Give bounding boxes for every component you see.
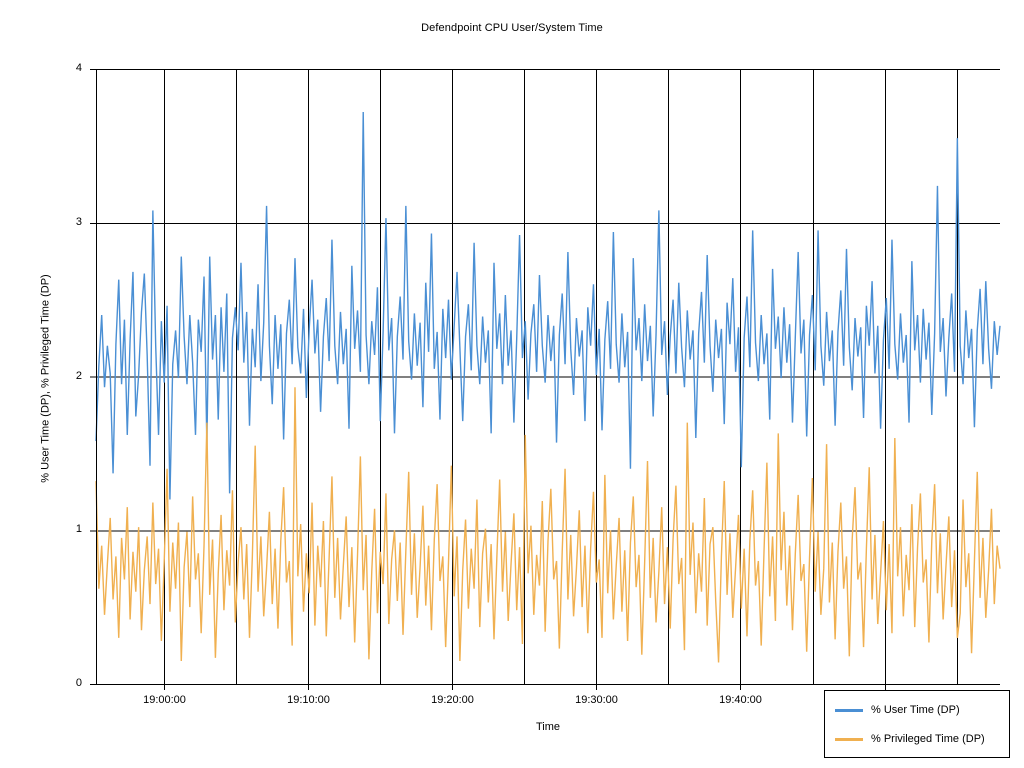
series-lines xyxy=(95,112,1001,663)
legend-item-privileged-time[interactable]: % Privileged Time (DP) xyxy=(835,731,985,747)
y-tick-label: 1 xyxy=(75,523,82,536)
y-tick-label: 3 xyxy=(75,215,82,228)
series-line-user-time xyxy=(95,112,1001,500)
legend-label-privileged-time: % Privileged Time (DP) xyxy=(871,732,985,745)
axis-lines xyxy=(96,69,1000,685)
x-tick-label: 19:00:00 xyxy=(143,694,186,706)
x-tick-label: 19:10:00 xyxy=(287,694,330,706)
tick-marks xyxy=(90,69,886,690)
y-tick-label: 0 xyxy=(75,677,82,689)
legend-swatch-user-time xyxy=(835,708,863,712)
chart-title: Defendpoint CPU User/System Time xyxy=(421,22,603,34)
x-axis-title: Time xyxy=(535,721,561,733)
chart-legend: % User Time (DP) % Privileged Time (DP) xyxy=(824,690,1010,758)
legend-label-user-time: % User Time (DP) xyxy=(871,703,960,716)
series-line-privileged-time xyxy=(95,387,1001,663)
legend-swatch-privileged-time xyxy=(835,737,863,741)
legend-item-user-time[interactable]: % User Time (DP) xyxy=(835,702,960,718)
y-tick-label: 4 xyxy=(75,62,82,74)
x-tick-label: 19:40:00 xyxy=(719,694,762,706)
x-tick-label: 19:20:00 xyxy=(431,694,474,706)
y-tick-label: 2 xyxy=(75,369,82,382)
x-tick-label: 19:30:00 xyxy=(575,694,618,706)
